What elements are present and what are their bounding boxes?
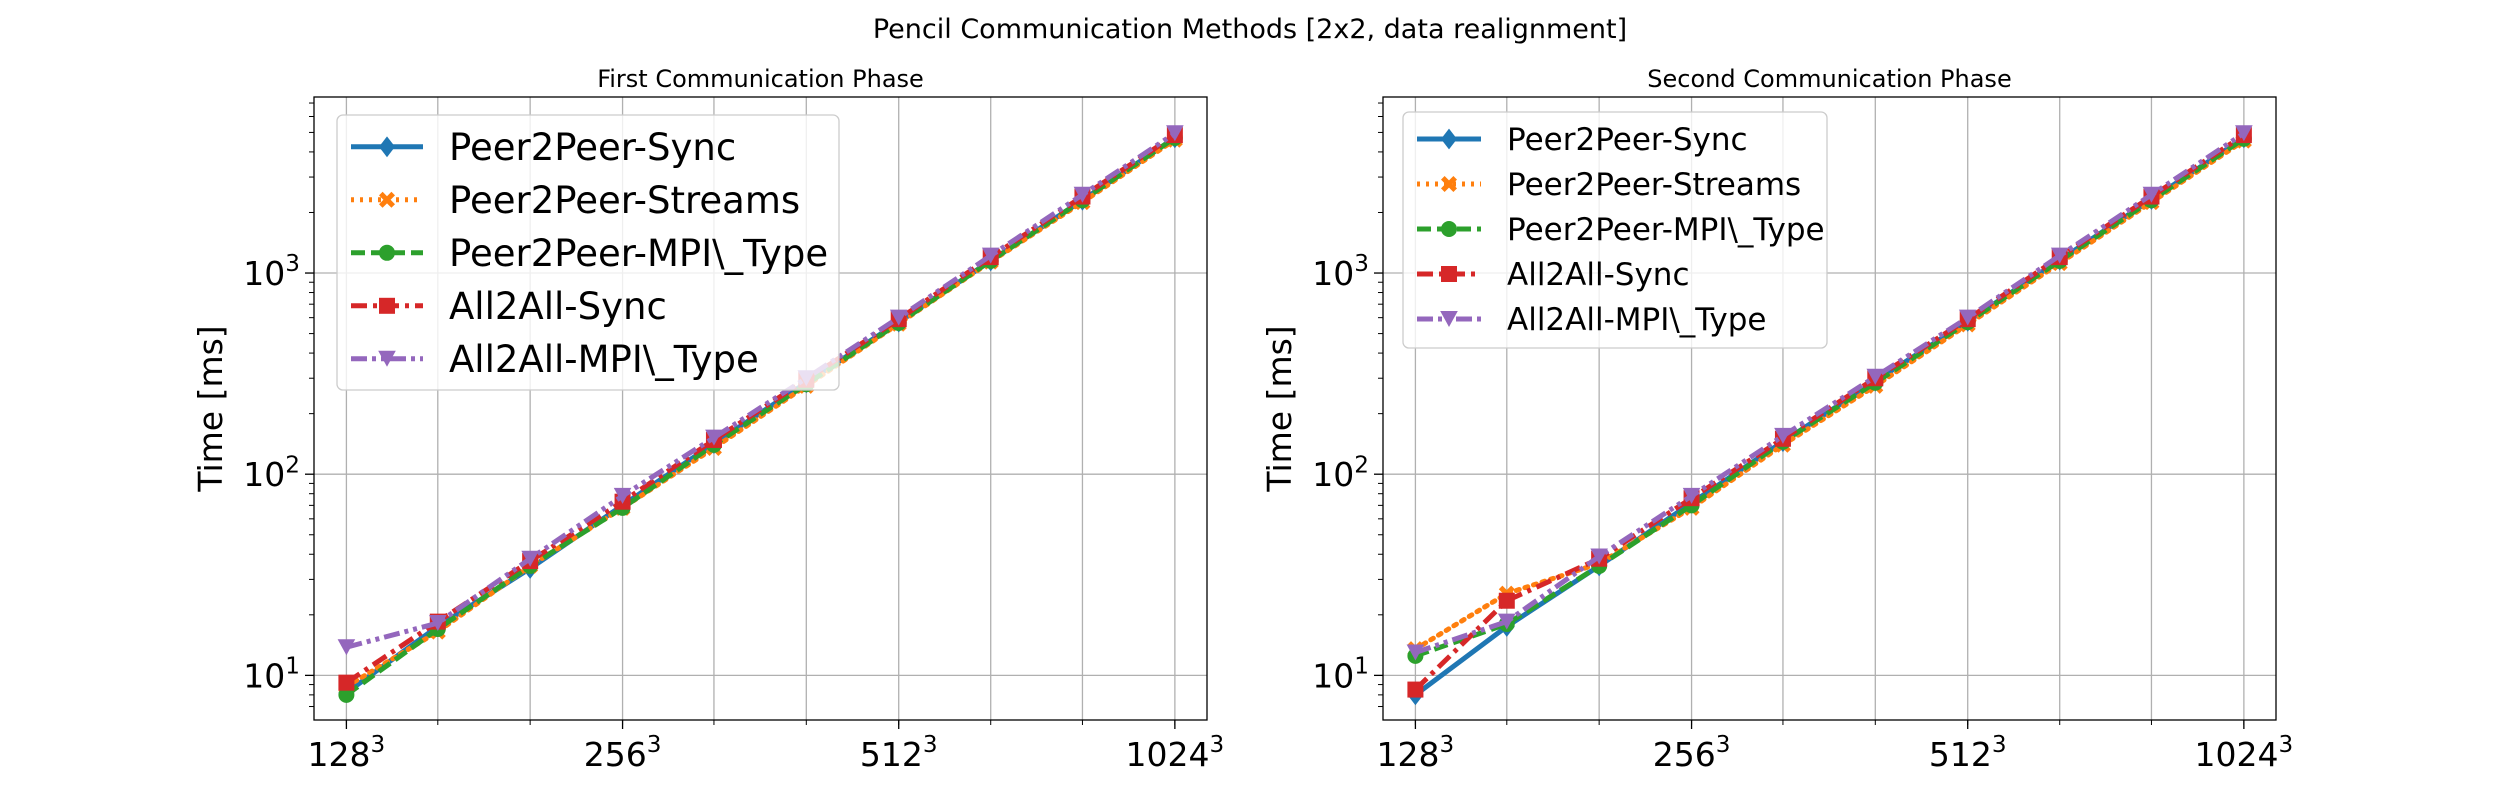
legend: Peer2Peer-Sync Peer2Peer-Streams Peer2Peer… xyxy=(336,114,840,391)
legend-marker xyxy=(1441,221,1457,237)
chart-panel-second-phase: 1283 2563 5123 10243 101 102 103 Second Communi… xyxy=(1260,65,2293,774)
legend-entry-peer2peer-mpi-type: Peer2Peer-MPI\_Type xyxy=(351,232,828,275)
legend-label: Peer2Peer-Sync xyxy=(1507,122,1748,158)
figure-title: Pencil Communication Methods [2x2, data … xyxy=(873,14,1627,45)
x-tick-label: 2563 xyxy=(584,732,662,774)
legend-label: Peer2Peer-MPI\_Type xyxy=(449,232,828,275)
data-point xyxy=(2235,125,2253,142)
x-tick-label: 1283 xyxy=(1377,732,1455,774)
series-all2all-mpi-type xyxy=(1406,125,2253,661)
legend-label: All2All-MPI\_Type xyxy=(1507,302,1767,338)
data-point xyxy=(428,615,447,632)
panel-title: Second Communication Phase xyxy=(1647,65,2011,93)
legend-marker xyxy=(1441,266,1457,282)
legend-entry-all2all-sync: All2All-Sync xyxy=(1417,257,1690,293)
series-line-all2all-mpi-type xyxy=(345,131,1177,650)
legend-label: Peer2Peer-Streams xyxy=(1507,167,1801,203)
legend-marker xyxy=(378,350,396,367)
legend-marker xyxy=(379,297,395,314)
plot-frame xyxy=(1382,96,2277,721)
data-point xyxy=(338,686,355,703)
data-point xyxy=(338,674,355,691)
x-tick-label: 5123 xyxy=(860,732,938,774)
chart-panel-first-phase: 1283 2563 5123 10243 101 102 103 First Communic… xyxy=(191,65,1224,774)
data-point xyxy=(1866,368,1885,385)
x-tick-label: 10243 xyxy=(1126,732,1225,774)
legend-entry-peer2peer-streams: Peer2Peer-Streams xyxy=(351,179,800,222)
data-point xyxy=(889,309,908,326)
legend-entry-all2all-mpi-type: All2All-MPI\_Type xyxy=(1417,302,1767,338)
legend-entry-all2all-sync: All2All-Sync xyxy=(351,285,667,328)
legend-marker xyxy=(379,136,395,158)
data-point xyxy=(1406,644,1425,661)
legend-marker xyxy=(379,244,395,261)
legend-marker xyxy=(1440,311,1458,327)
legend-label: Peer2Peer-Sync xyxy=(449,126,736,169)
y-tick-label: 103 xyxy=(243,251,300,293)
data-point xyxy=(613,487,632,504)
legend-marker xyxy=(379,191,395,208)
legend-marker xyxy=(1441,128,1457,150)
data-point xyxy=(1073,186,1092,203)
legend-entry-all2all-mpi-type: All2All-MPI\_Type xyxy=(351,338,759,381)
y-tick-label: 101 xyxy=(1312,654,1369,696)
legend-box xyxy=(336,114,840,391)
data-point xyxy=(1774,427,1792,444)
x-tick-label: 1283 xyxy=(308,732,386,774)
x-tick-label: 5123 xyxy=(1929,732,2007,774)
data-point xyxy=(1497,613,1516,630)
legend: Peer2Peer-Sync Peer2Peer-Streams Peer2Peer… xyxy=(1402,111,1828,349)
data-point xyxy=(1166,125,1184,142)
data-point xyxy=(1407,681,1424,698)
data-point xyxy=(337,639,356,656)
legend-label: All2All-Sync xyxy=(1507,257,1690,293)
data-point xyxy=(705,429,723,446)
series-line-peer2peer-mpi-type xyxy=(344,135,1177,697)
legend-label: All2All-MPI\_Type xyxy=(449,338,759,381)
legend-label: Peer2Peer-MPI\_Type xyxy=(1507,212,1825,248)
legend-entry-peer2peer-sync: Peer2Peer-Sync xyxy=(351,126,736,169)
legend-entry-peer2peer-mpi-type: Peer2Peer-MPI\_Type xyxy=(1417,212,1825,248)
data-point xyxy=(1682,487,1701,504)
data-point xyxy=(2142,186,2161,203)
x-tick-label: 10243 xyxy=(2195,732,2294,774)
legend-box xyxy=(1402,111,1828,349)
data-point xyxy=(521,550,539,567)
y-axis-label: Time [ms] xyxy=(1260,325,1299,492)
y-axis-label: Time [ms] xyxy=(191,325,230,492)
legend-label: All2All-Sync xyxy=(449,285,667,328)
data-point xyxy=(1498,592,1515,609)
legend-entry-peer2peer-streams: Peer2Peer-Streams xyxy=(1417,167,1801,203)
plot-frame xyxy=(313,96,1208,721)
legend-marker xyxy=(1441,176,1457,192)
data-point xyxy=(1590,548,1608,565)
data-point xyxy=(2050,247,2069,264)
data-point xyxy=(1958,309,1977,326)
legend-label: Peer2Peer-Streams xyxy=(449,179,800,222)
x-tick-label: 2563 xyxy=(1653,732,1731,774)
data-point xyxy=(981,247,1000,264)
panel-title: First Communication Phase xyxy=(597,65,924,93)
y-tick-label: 102 xyxy=(1312,452,1369,494)
series-line-peer2peer-mpi-type xyxy=(1414,136,2246,659)
y-tick-label: 101 xyxy=(243,654,300,696)
legend-entry-peer2peer-sync: Peer2Peer-Sync xyxy=(1417,122,1748,158)
y-tick-label: 103 xyxy=(1312,251,1369,293)
y-tick-label: 102 xyxy=(243,452,300,494)
